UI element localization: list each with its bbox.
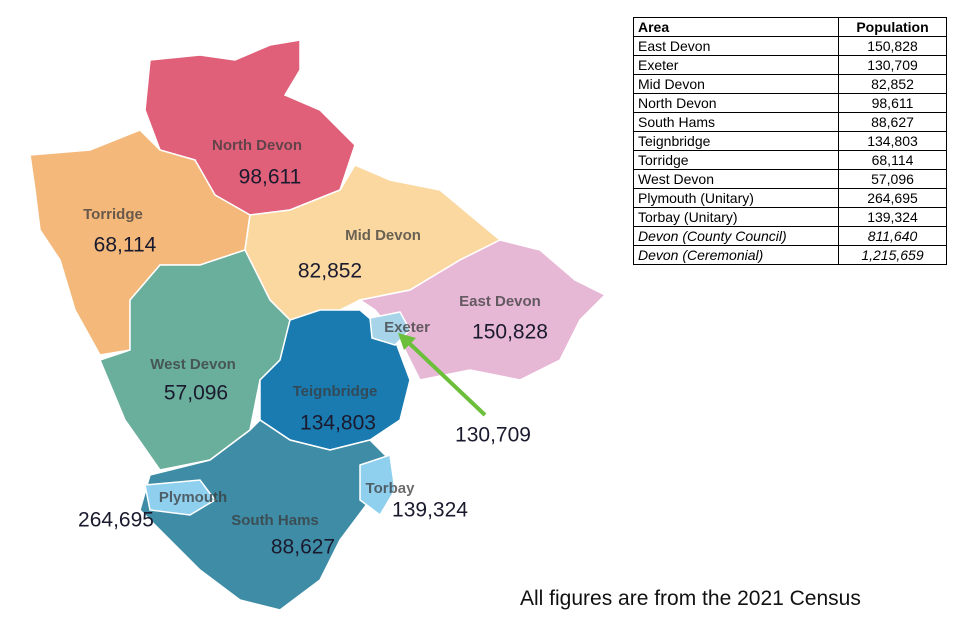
region-name: Teignbridge <box>293 383 378 400</box>
map-shapes <box>29 39 607 611</box>
region-population: 134,803 <box>300 412 376 435</box>
table-cell: Torbay (Unitary) <box>633 207 839 227</box>
map: North Devon 98,611 Torridge 68,114 Mid Devon… <box>29 39 607 611</box>
region-population: 82,852 <box>298 260 362 283</box>
table-cell: Teignbridge <box>633 131 839 151</box>
table-cell: Torridge <box>633 150 839 170</box>
table-cell: 57,096 <box>838 169 947 189</box>
table-row: Torbay (Unitary) 139,324 <box>633 207 947 227</box>
table-row: Plymouth (Unitary) 264,695 <box>633 188 947 208</box>
region-population: 130,709 <box>455 424 531 447</box>
table-cell: 98,611 <box>838 93 947 113</box>
region-name: North Devon <box>212 137 302 154</box>
table-cell: Exeter <box>633 55 839 75</box>
footnote: All figures are from the 2021 Census <box>520 587 861 610</box>
table-cell: North Devon <box>633 93 839 113</box>
region-population: 88,627 <box>271 536 335 559</box>
table-cell: 130,709 <box>838 55 947 75</box>
table-row: South Hams 88,627 <box>633 112 947 132</box>
table-row: Exeter 130,709 <box>633 55 947 75</box>
region-population: 98,611 <box>239 166 302 189</box>
table-row: West Devon 57,096 <box>633 169 947 189</box>
region-name: Torbay <box>366 480 416 497</box>
table-row: Mid Devon 82,852 <box>633 74 947 94</box>
table-cell: South Hams <box>633 112 839 132</box>
table-cell: East Devon <box>633 36 839 56</box>
region-shape <box>358 239 607 381</box>
table-cell: 264,695 <box>838 188 947 208</box>
table-row: Devon (County Council) 811,640 <box>633 226 947 246</box>
region-shape <box>139 419 391 611</box>
header-cell: Population <box>838 17 947 37</box>
table-row: Torridge 68,114 <box>633 150 947 170</box>
arrow <box>406 340 487 417</box>
region-name: East Devon <box>459 293 541 310</box>
table-cell: 134,803 <box>838 131 947 151</box>
region-name: South Hams <box>231 512 319 529</box>
table-row: North Devon 98,611 <box>633 93 947 113</box>
table-cell: 1,215,659 <box>838 245 947 265</box>
table-cell: Plymouth (Unitary) <box>633 188 839 208</box>
table-cell: Devon (County Council) <box>633 226 839 246</box>
table-cell: 139,324 <box>838 207 947 227</box>
region-population: 57,096 <box>164 382 228 405</box>
region-shape <box>359 454 396 517</box>
region-population: 68,114 <box>94 234 157 257</box>
region-name: Torridge <box>83 206 143 223</box>
header-row: Area Population <box>633 17 947 37</box>
table-cell: Mid Devon <box>633 74 839 94</box>
region-population: 264,695 <box>78 509 154 532</box>
table-cell: 88,627 <box>838 112 947 132</box>
region-name: Mid Devon <box>345 227 421 244</box>
table-cell: West Devon <box>633 169 839 189</box>
table-cell: 68,114 <box>838 150 947 170</box>
table-row: Devon (Ceremonial) 1,215,659 <box>633 245 947 265</box>
region-population: 150,828 <box>472 321 548 344</box>
population-table: Area Population East Devon 150,828 Exeter 130… <box>633 17 947 265</box>
table-row: East Devon 150,828 <box>633 36 947 56</box>
region-name: West Devon <box>150 356 236 373</box>
region-name: Exeter <box>384 319 430 336</box>
region-name: Plymouth <box>159 489 227 506</box>
region-shape <box>144 479 217 516</box>
map-labels: North Devon 98,611 Torridge 68,114 Mid Devon… <box>78 137 548 559</box>
arrow-head <box>398 333 416 350</box>
table-cell: Devon (Ceremonial) <box>633 245 839 265</box>
table-row: Teignbridge 134,803 <box>633 131 947 151</box>
table-cell: 150,828 <box>838 36 947 56</box>
region-population: 139,324 <box>392 499 468 522</box>
table-cell: 82,852 <box>838 74 947 94</box>
table-cell: 811,640 <box>838 226 947 246</box>
header-cell: Area <box>633 17 839 37</box>
